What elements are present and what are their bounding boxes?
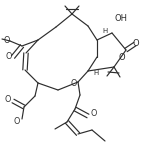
Text: H: H xyxy=(93,70,98,76)
Text: H: H xyxy=(102,28,107,34)
Text: O: O xyxy=(133,39,140,47)
Text: O: O xyxy=(71,78,77,88)
Text: OH: OH xyxy=(115,13,128,22)
Text: O: O xyxy=(5,95,11,104)
Text: O: O xyxy=(91,110,97,119)
Text: O: O xyxy=(5,52,11,60)
Text: O: O xyxy=(119,52,126,62)
Text: O: O xyxy=(14,116,20,125)
Text: O: O xyxy=(3,35,9,45)
